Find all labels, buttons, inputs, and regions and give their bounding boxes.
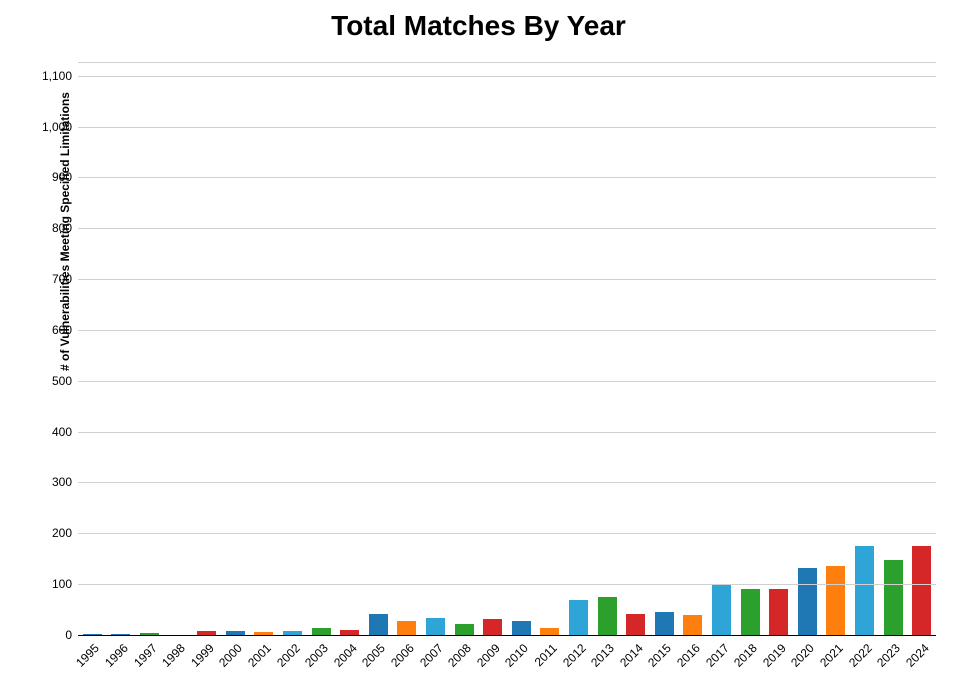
- x-tick-label: 2014: [617, 641, 646, 670]
- bar: [769, 589, 788, 635]
- x-tick-label: 1995: [73, 641, 102, 670]
- y-tick-label: 100: [52, 577, 72, 591]
- bar: [683, 615, 702, 635]
- plot-area: 01002003004005006007008009001,0001,10019…: [78, 62, 936, 635]
- x-tick-label: 2007: [417, 641, 446, 670]
- gridline: [78, 584, 936, 585]
- bar: [483, 619, 502, 635]
- bar: [397, 621, 416, 635]
- chart-container: Total Matches By Year # of Vulnerabiliti…: [0, 0, 957, 699]
- bar: [855, 546, 874, 635]
- bar: [569, 600, 588, 635]
- x-tick-label: 2004: [331, 641, 360, 670]
- bar: [512, 621, 531, 635]
- x-tick-label: 2003: [302, 641, 331, 670]
- x-tick-label: 2023: [874, 641, 903, 670]
- x-tick-label: 2020: [788, 641, 817, 670]
- x-tick-label: 2018: [731, 641, 760, 670]
- x-axis-line: [78, 635, 936, 636]
- x-tick-label: 2000: [216, 641, 245, 670]
- chart-title: Total Matches By Year: [0, 10, 957, 42]
- x-tick-label: 1996: [102, 641, 131, 670]
- bar: [369, 614, 388, 635]
- x-tick-label: 2021: [817, 641, 846, 670]
- x-tick-label: 2016: [674, 641, 703, 670]
- bar: [426, 618, 445, 635]
- x-tick-label: 2001: [245, 641, 274, 670]
- x-tick-label: 1998: [159, 641, 188, 670]
- x-tick-label: 2009: [474, 641, 503, 670]
- gridline: [78, 533, 936, 534]
- y-tick-label: 0: [65, 628, 72, 642]
- bar: [712, 585, 731, 635]
- y-tick-label: 600: [52, 323, 72, 337]
- y-tick-label: 1,100: [42, 69, 72, 83]
- bar: [312, 628, 331, 635]
- x-tick-label: 2002: [274, 641, 303, 670]
- y-tick-label: 500: [52, 374, 72, 388]
- bars-layer: [78, 63, 936, 635]
- x-tick-label: 2024: [903, 641, 932, 670]
- bar: [741, 589, 760, 635]
- gridline: [78, 177, 936, 178]
- x-tick-label: 2013: [588, 641, 617, 670]
- bar: [655, 612, 674, 635]
- gridline: [78, 482, 936, 483]
- y-tick-label: 400: [52, 425, 72, 439]
- bar: [626, 614, 645, 635]
- gridline: [78, 381, 936, 382]
- x-tick-label: 2006: [388, 641, 417, 670]
- y-tick-label: 900: [52, 170, 72, 184]
- x-tick-label: 2019: [760, 641, 789, 670]
- y-tick-label: 200: [52, 526, 72, 540]
- x-tick-label: 2008: [445, 641, 474, 670]
- bar: [598, 597, 617, 635]
- gridline: [78, 76, 936, 77]
- x-tick-label: 2010: [502, 641, 531, 670]
- y-tick-label: 700: [52, 272, 72, 286]
- x-tick-label: 1997: [131, 641, 160, 670]
- x-tick-label: 2015: [645, 641, 674, 670]
- bar: [798, 568, 817, 635]
- bar: [826, 566, 845, 635]
- y-tick-label: 800: [52, 221, 72, 235]
- gridline: [78, 127, 936, 128]
- y-tick-label: 1,000: [42, 120, 72, 134]
- x-tick-label: 2011: [532, 641, 560, 669]
- y-tick-label: 300: [52, 475, 72, 489]
- gridline: [78, 279, 936, 280]
- gridline: [78, 432, 936, 433]
- bar: [884, 560, 903, 635]
- bar: [540, 628, 559, 635]
- gridline: [78, 330, 936, 331]
- x-tick-label: 2022: [846, 641, 875, 670]
- bar: [455, 624, 474, 635]
- x-tick-label: 2017: [703, 641, 732, 670]
- x-tick-label: 2012: [560, 641, 589, 670]
- gridline: [78, 228, 936, 229]
- x-tick-label: 2005: [359, 641, 388, 670]
- x-tick-label: 1999: [188, 641, 217, 670]
- bar: [912, 546, 931, 635]
